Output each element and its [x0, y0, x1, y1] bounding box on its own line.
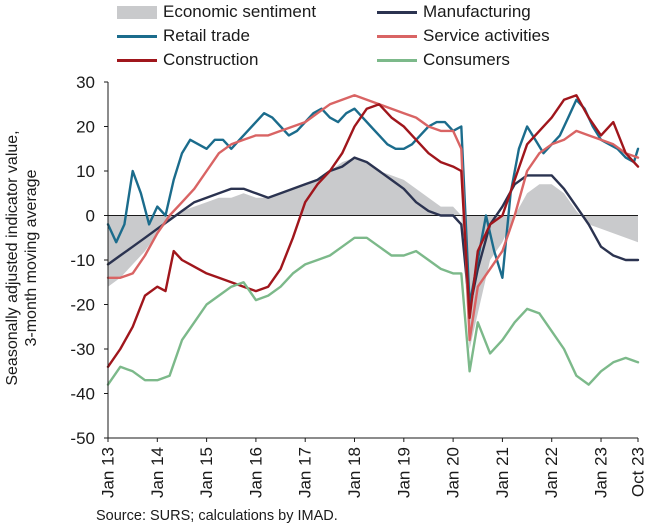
y-tick-label: 10 — [76, 162, 95, 181]
series-lines-layer — [106, 94, 640, 386]
legend-label-construction: Construction — [163, 50, 259, 69]
x-tick-label: Jan 13 — [99, 447, 118, 498]
legend-item-service-activities: Service activities — [377, 26, 550, 46]
legend-label-manufacturing: Manufacturing — [423, 2, 531, 21]
legend-label-economic-sentiment: Economic sentiment — [163, 2, 317, 21]
legend-swatch-manufacturing — [377, 10, 417, 14]
x-tick-label: Jan 14 — [148, 447, 167, 498]
x-tick-label: Jan 15 — [197, 447, 216, 498]
x-tick-label: Oct 23 — [629, 447, 648, 497]
area-layer — [108, 157, 638, 349]
legend-swatch-retail-trade — [117, 34, 157, 38]
y-tick-label: 20 — [76, 118, 95, 137]
legend-label-consumers: Consumers — [423, 50, 510, 69]
y-tick-label: -10 — [70, 251, 95, 270]
chart-legend: Economic sentiment Manufacturing Retail … — [0, 0, 651, 80]
x-tick-label: Jan 17 — [296, 447, 315, 498]
y-tick-label: -30 — [70, 340, 95, 359]
x-tick-label: Jan 20 — [444, 447, 463, 498]
y-tick-label: -50 — [70, 429, 95, 448]
legend-item-manufacturing: Manufacturing — [377, 2, 531, 22]
x-tick-label: Jan 19 — [394, 447, 413, 498]
legend-swatch-consumers — [377, 58, 417, 62]
x-tick-label: Jan 21 — [493, 447, 512, 498]
legend-item-consumers: Consumers — [377, 50, 510, 70]
legend-swatch-economic-sentiment — [117, 5, 157, 19]
series-line-consumers — [106, 236, 640, 386]
x-tick-label: Jan 18 — [345, 447, 364, 498]
area-economic-sentiment — [108, 157, 638, 349]
legend-item-construction: Construction — [117, 50, 258, 70]
x-tick-label: Jan 16 — [246, 447, 265, 498]
y-tick-label: -20 — [70, 296, 95, 315]
y-tick-label: 0 — [86, 207, 95, 226]
x-tick-label: Jan 22 — [542, 447, 561, 498]
legend-swatch-service-activities — [377, 34, 417, 38]
series-line-construction — [106, 94, 640, 368]
y-tick-label: 30 — [76, 73, 95, 92]
legend-item-retail-trade: Retail trade — [117, 26, 250, 46]
series-line-manufacturing — [106, 156, 640, 311]
legend-label-service-activities: Service activities — [423, 26, 550, 45]
legend-swatch-construction — [117, 58, 157, 62]
source-note: Source: SURS; calculations by IMAD. — [96, 508, 338, 524]
y-tick-label: -40 — [70, 385, 95, 404]
legend-item-economic-sentiment: Economic sentiment — [117, 2, 316, 22]
legend-label-retail-trade: Retail trade — [163, 26, 250, 45]
x-tick-label: Jan 23 — [592, 447, 611, 498]
series-line-service-activities — [106, 94, 640, 342]
